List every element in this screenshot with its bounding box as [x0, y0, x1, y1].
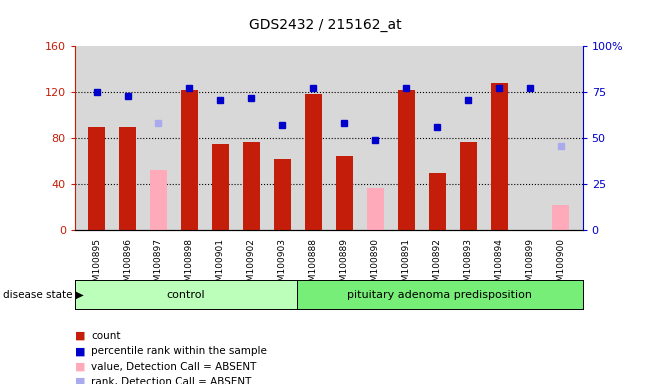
Bar: [181, 90, 198, 230]
Bar: [150, 170, 167, 230]
Text: control: control: [167, 290, 205, 300]
Bar: [336, 156, 353, 230]
Text: value, Detection Call = ABSENT: value, Detection Call = ABSENT: [91, 362, 256, 372]
Text: percentile rank within the sample: percentile rank within the sample: [91, 346, 267, 356]
Bar: [274, 159, 291, 230]
Text: pituitary adenoma predisposition: pituitary adenoma predisposition: [348, 290, 533, 300]
Text: disease state ▶: disease state ▶: [3, 290, 84, 300]
Bar: [491, 83, 508, 230]
Text: GDS2432 / 215162_at: GDS2432 / 215162_at: [249, 18, 402, 32]
Bar: [88, 127, 105, 230]
Bar: [398, 90, 415, 230]
Bar: [119, 127, 136, 230]
Bar: [367, 188, 383, 230]
Bar: [460, 142, 477, 230]
Bar: [305, 94, 322, 230]
Bar: [212, 144, 229, 230]
Text: ■: ■: [75, 362, 85, 372]
Bar: [243, 142, 260, 230]
Text: ■: ■: [75, 377, 85, 384]
Bar: [428, 173, 446, 230]
Text: ■: ■: [75, 331, 85, 341]
Bar: [553, 205, 570, 230]
Text: rank, Detection Call = ABSENT: rank, Detection Call = ABSENT: [91, 377, 251, 384]
Text: count: count: [91, 331, 120, 341]
Text: ■: ■: [75, 346, 85, 356]
